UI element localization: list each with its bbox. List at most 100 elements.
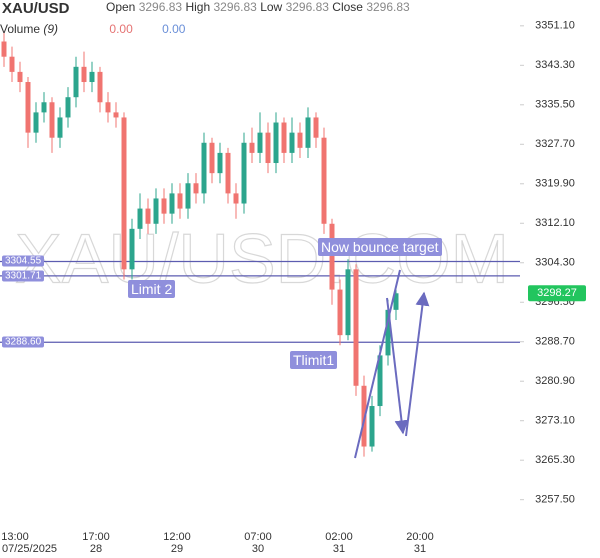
x-tick-label: 13:00	[1, 531, 29, 543]
candle-body	[137, 208, 143, 229]
label: High	[185, 0, 211, 14]
candle-body	[193, 183, 199, 194]
candle-body	[249, 142, 255, 153]
annotation: Limit 2	[128, 280, 176, 298]
level-label: 3301.71	[2, 270, 45, 282]
candle-body	[257, 132, 263, 153]
candle-body	[241, 142, 247, 204]
x-tick-date: 31	[414, 543, 426, 555]
x-tick-date: 07/25/2025	[2, 543, 57, 555]
value: 3296.83	[138, 0, 183, 14]
candle-body	[33, 112, 39, 133]
candle-body	[337, 289, 343, 336]
candle-body	[121, 117, 127, 270]
candle-body	[129, 228, 135, 270]
candle-body	[393, 293, 399, 310]
x-tick-label: 12:00	[163, 531, 191, 543]
last-price-box	[528, 285, 586, 302]
x-tick-label: 17:00	[82, 531, 110, 543]
candle-body	[289, 132, 295, 153]
candle-body	[345, 269, 351, 336]
candle-body	[273, 122, 279, 164]
candle-body	[177, 193, 183, 209]
y-tick-label: 3327.70	[535, 138, 575, 150]
trend-line	[354, 269, 401, 459]
drawings	[354, 269, 430, 459]
watermark: XAU/USD.COM	[15, 219, 509, 297]
candle-body	[305, 117, 311, 148]
candle-body	[233, 193, 239, 204]
value: 3296.83	[366, 0, 410, 14]
candle-body	[49, 102, 55, 138]
x-tick-date: 31	[333, 543, 345, 555]
candle-body	[73, 66, 79, 98]
y-tick-label: 3312.10	[535, 217, 575, 229]
candle-body	[153, 198, 159, 224]
level-label: 3288.60	[2, 336, 45, 348]
candle-body	[313, 117, 319, 138]
candle-body	[41, 102, 47, 113]
level-label: 3304.55	[2, 255, 45, 267]
candle-body	[1, 41, 7, 57]
x-tick-label: 20:00	[406, 531, 434, 543]
candle-body	[201, 142, 207, 194]
candle-body	[377, 355, 383, 407]
y-tick-label: 3288.70	[535, 336, 575, 348]
candle-body	[169, 193, 175, 214]
candle-body	[369, 406, 375, 447]
value: 3296.83	[285, 0, 329, 14]
x-tick-date: 29	[171, 543, 183, 555]
y-tick-label: 3265.30	[535, 454, 575, 466]
candle-body	[297, 132, 303, 148]
candle-body	[25, 82, 31, 133]
candle-body	[321, 137, 327, 224]
x-tick-label: 07:00	[244, 531, 272, 543]
price-axis	[520, 0, 600, 525]
annotation: Tlimit1	[290, 351, 338, 369]
y-tick-label: 3319.90	[535, 178, 575, 190]
ohlc: Open 3296.83 High 3296.83 Low 3296.83 Cl…	[106, 0, 410, 14]
y-tick-label: 3335.50	[535, 99, 575, 111]
y-tick-label: 3351.10	[535, 20, 575, 32]
candle-body	[329, 223, 335, 290]
candle-body	[105, 102, 111, 113]
candle-body	[113, 112, 119, 118]
candle-body	[81, 66, 87, 83]
label: Volume	[0, 22, 41, 36]
candle-body	[57, 117, 63, 138]
candle-body	[9, 56, 15, 72]
period: (9)	[43, 22, 59, 36]
arrow-up	[405, 291, 430, 437]
label: Open	[106, 0, 136, 14]
candle-body	[89, 71, 95, 83]
y-tick-label: 3304.30	[535, 257, 575, 269]
candle-body	[65, 97, 71, 118]
candle-body	[185, 183, 191, 209]
candle-body	[385, 309, 391, 356]
candle-body	[97, 71, 103, 103]
candle-body	[145, 208, 151, 224]
candle-body	[161, 198, 167, 214]
candle-body	[225, 152, 231, 194]
candle-body	[217, 152, 223, 174]
candle-body	[281, 122, 287, 153]
candle-body	[209, 142, 215, 174]
value: 3296.83	[213, 0, 257, 14]
candle-body	[17, 71, 23, 83]
y-tick-label: 3343.30	[535, 59, 575, 71]
label: Close	[332, 0, 363, 14]
y-tick-label: 3257.50	[535, 494, 575, 506]
candle-body	[265, 132, 271, 164]
symbol: XAU/USD	[2, 0, 70, 17]
y-tick-label: 3273.10	[535, 415, 575, 427]
value: 0.00	[162, 22, 186, 36]
annotation: Now bounce target	[318, 238, 442, 256]
arrow-down	[386, 297, 409, 435]
x-tick-date: 30	[252, 543, 264, 555]
candle-body	[353, 269, 359, 386]
value: 0.00	[109, 22, 133, 36]
volume-header: Volume (9) 0.00 0.00	[0, 22, 185, 36]
x-tick-date: 28	[90, 543, 102, 555]
